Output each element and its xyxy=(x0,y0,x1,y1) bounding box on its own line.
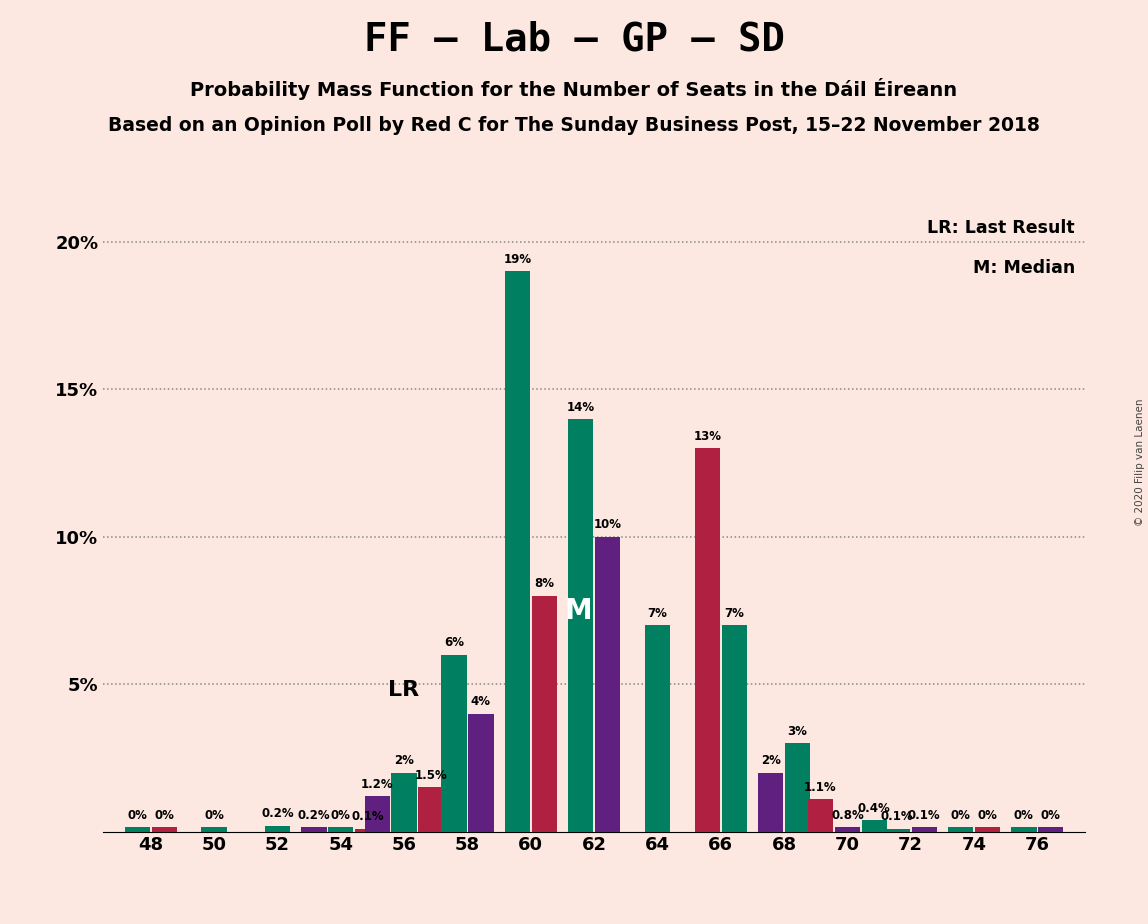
Bar xyxy=(948,827,974,832)
Bar xyxy=(568,419,594,832)
Text: LR: Last Result: LR: Last Result xyxy=(928,219,1075,237)
Text: FF – Lab – GP – SD: FF – Lab – GP – SD xyxy=(364,20,784,58)
Text: 0%: 0% xyxy=(204,808,224,821)
Text: M: M xyxy=(564,597,591,626)
Text: 7%: 7% xyxy=(647,607,667,620)
Text: 0.8%: 0.8% xyxy=(831,808,863,821)
Text: 3%: 3% xyxy=(788,724,807,738)
Bar xyxy=(862,820,887,832)
Text: 13%: 13% xyxy=(693,430,721,443)
Bar xyxy=(722,626,747,832)
Text: 1.1%: 1.1% xyxy=(804,781,837,794)
Text: 0.1%: 0.1% xyxy=(881,810,914,823)
Bar xyxy=(468,713,494,832)
Bar xyxy=(808,799,833,832)
Bar xyxy=(885,829,910,832)
Bar xyxy=(301,827,326,832)
Text: 0%: 0% xyxy=(1014,808,1034,821)
Text: 0.1%: 0.1% xyxy=(908,808,940,821)
Bar xyxy=(391,772,417,832)
Text: M: Median: M: Median xyxy=(972,259,1075,277)
Bar xyxy=(365,796,390,832)
Text: 2%: 2% xyxy=(761,754,781,767)
Bar xyxy=(201,827,227,832)
Bar xyxy=(125,827,150,832)
Bar xyxy=(265,826,290,832)
Text: 0%: 0% xyxy=(978,808,998,821)
Text: 7%: 7% xyxy=(724,607,744,620)
Text: 2%: 2% xyxy=(394,754,414,767)
Text: 14%: 14% xyxy=(567,401,595,414)
Text: Based on an Opinion Poll by Red C for The Sunday Business Post, 15–22 November 2: Based on an Opinion Poll by Red C for Th… xyxy=(108,116,1040,136)
Bar xyxy=(695,448,720,832)
Bar xyxy=(328,827,354,832)
Text: 1.5%: 1.5% xyxy=(414,769,448,782)
Text: 0.2%: 0.2% xyxy=(261,808,294,821)
Bar xyxy=(355,829,380,832)
Bar xyxy=(785,743,810,832)
Text: 0.4%: 0.4% xyxy=(858,801,891,814)
Text: 1.2%: 1.2% xyxy=(360,778,394,791)
Text: 0.1%: 0.1% xyxy=(351,810,385,823)
Text: 19%: 19% xyxy=(503,253,532,266)
Text: LR: LR xyxy=(388,680,419,700)
Bar xyxy=(441,655,466,832)
Text: Probability Mass Function for the Number of Seats in the Dáil Éireann: Probability Mass Function for the Number… xyxy=(191,78,957,100)
Text: 0%: 0% xyxy=(1041,808,1061,821)
Bar xyxy=(912,827,937,832)
Text: 0%: 0% xyxy=(951,808,970,821)
Bar xyxy=(835,827,860,832)
Bar xyxy=(975,827,1000,832)
Bar xyxy=(1038,827,1063,832)
Bar xyxy=(152,827,177,832)
Bar xyxy=(532,596,557,832)
Bar xyxy=(595,537,620,832)
Text: 0%: 0% xyxy=(331,808,351,821)
Text: 0.2%: 0.2% xyxy=(297,808,331,821)
Text: © 2020 Filip van Laenen: © 2020 Filip van Laenen xyxy=(1134,398,1145,526)
Text: 0%: 0% xyxy=(127,808,147,821)
Text: 10%: 10% xyxy=(594,518,621,531)
Text: 6%: 6% xyxy=(444,637,464,650)
Bar xyxy=(418,787,443,832)
Text: 4%: 4% xyxy=(471,696,491,709)
Bar xyxy=(758,772,783,832)
Text: 8%: 8% xyxy=(534,578,554,590)
Text: 0%: 0% xyxy=(154,808,174,821)
Bar xyxy=(505,272,530,832)
Bar xyxy=(1011,827,1037,832)
Bar xyxy=(645,626,670,832)
